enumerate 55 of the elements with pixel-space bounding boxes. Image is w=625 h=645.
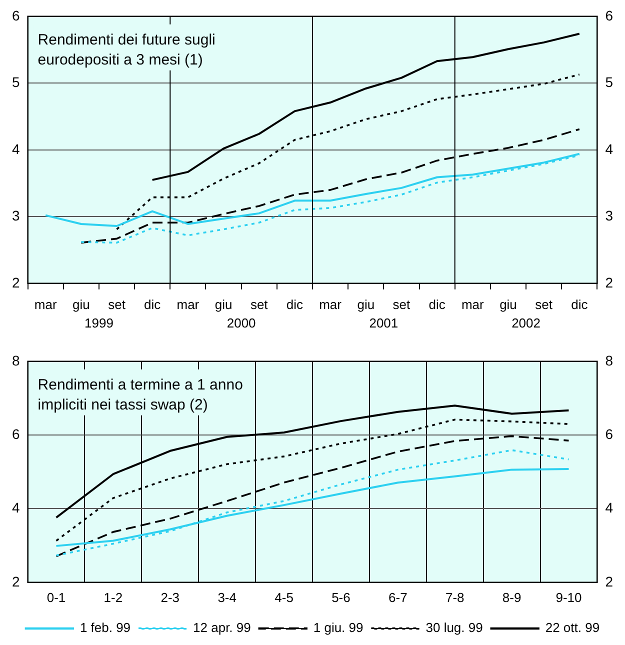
y-tick-label: 2 <box>12 573 20 590</box>
x-tick-label: dic <box>144 296 162 312</box>
y-tick-label: 4 <box>12 500 20 516</box>
x-tick-label: 4-5 <box>274 590 294 605</box>
x-tick-label: 2-3 <box>160 590 180 605</box>
legend-label: 1 giu. 99 <box>313 620 364 636</box>
y-tick-label: 3 <box>12 208 20 224</box>
legend-label: 12 apr. 99 <box>193 620 251 636</box>
x-tick-label: set <box>250 296 268 312</box>
x-tick-label: set <box>108 296 126 312</box>
x-tick-label: dic <box>428 296 446 312</box>
x-tick-label: giu <box>357 296 375 312</box>
y-tick-label: 6 <box>12 7 20 24</box>
x-tick-label: giu <box>500 296 517 312</box>
x-tick-label: dic <box>286 296 304 312</box>
y-tick-label: 4 <box>12 140 20 157</box>
y2-tick-label: 8 <box>605 352 614 368</box>
x-tick-label: set <box>535 296 553 312</box>
legend-label: 22 ott. 99 <box>545 620 600 636</box>
x-tick-label: set <box>392 296 411 312</box>
x-tick-label: giu <box>214 296 232 312</box>
y-tick-label: 6 <box>12 426 20 442</box>
y-tick-label: 5 <box>12 74 20 90</box>
x-tick-label: mar <box>34 296 58 312</box>
x-tick-label: 6-7 <box>388 590 408 605</box>
text: 2002 <box>512 315 540 330</box>
y2-tick-label: 2 <box>605 573 614 590</box>
x-tick-label: 5-6 <box>332 590 350 605</box>
x-tick-label: dic <box>571 296 588 312</box>
y2-tick-label: 4 <box>605 500 614 516</box>
legend-label: 30 lug. 99 <box>426 620 483 636</box>
x-tick-label: 9-10 <box>556 590 582 605</box>
text: 2001 <box>369 315 398 330</box>
y2-tick-label: 5 <box>605 74 614 90</box>
y2-tick-label: 4 <box>605 140 614 157</box>
x-tick-label: mar <box>461 296 485 312</box>
y-tick-label: 8 <box>12 352 20 368</box>
text: Rendimenti dei future sugli eurodepositi a 3 mesi (1) <box>38 31 216 68</box>
legend-label: 1 feb. 99 <box>80 620 131 636</box>
x-tick-label: mar <box>319 296 342 312</box>
x-tick-label: 0-1 <box>46 590 66 605</box>
y2-tick-label: 2 <box>605 274 614 290</box>
y2-tick-label: 3 <box>605 208 614 224</box>
x-tick-label: 8-9 <box>502 590 522 605</box>
x-tick-label: 3-4 <box>218 590 236 605</box>
y2-tick-label: 6 <box>605 426 614 442</box>
x-tick-label: 7-8 <box>445 590 464 605</box>
x-tick-label: giu <box>72 296 90 312</box>
y2-tick-label: 6 <box>605 7 614 24</box>
text: Rendimenti a termine a 1 anno impliciti nei tassi swap (2) <box>38 376 243 414</box>
text: 2000 <box>226 315 256 330</box>
y-tick-label: 2 <box>12 274 20 290</box>
x-tick-label: 1-2 <box>104 590 123 605</box>
text: 1999 <box>84 315 114 330</box>
x-tick-label: mar <box>176 296 200 312</box>
